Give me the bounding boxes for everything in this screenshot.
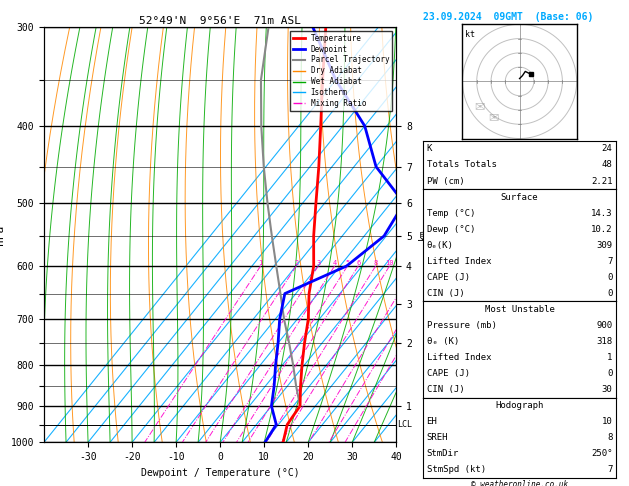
Text: θₑ (K): θₑ (K) <box>426 337 459 346</box>
Text: Lifted Index: Lifted Index <box>426 353 491 362</box>
Text: 24: 24 <box>602 144 613 154</box>
Text: 8: 8 <box>374 260 378 266</box>
Text: SREH: SREH <box>426 433 448 442</box>
Text: 23.09.2024  09GMT  (Base: 06): 23.09.2024 09GMT (Base: 06) <box>423 12 593 22</box>
Text: StmDir: StmDir <box>426 449 459 458</box>
Text: PW (cm): PW (cm) <box>426 176 464 186</box>
Text: CAPE (J): CAPE (J) <box>426 273 470 282</box>
Text: 318: 318 <box>596 337 613 346</box>
Text: Hodograph: Hodograph <box>496 401 543 410</box>
Text: Most Unstable: Most Unstable <box>484 305 555 314</box>
Text: kt: kt <box>465 30 476 39</box>
Text: 6: 6 <box>356 260 360 266</box>
Text: 4: 4 <box>333 260 337 266</box>
Text: Pressure (mb): Pressure (mb) <box>426 321 496 330</box>
Text: 2: 2 <box>294 260 298 266</box>
Text: CAPE (J): CAPE (J) <box>426 369 470 378</box>
Text: Dewp (°C): Dewp (°C) <box>426 225 475 234</box>
Text: 5: 5 <box>345 260 350 266</box>
Text: 0: 0 <box>607 273 613 282</box>
Text: 7: 7 <box>607 465 613 474</box>
Legend: Temperature, Dewpoint, Parcel Trajectory, Dry Adiabat, Wet Adiabat, Isotherm, Mi: Temperature, Dewpoint, Parcel Trajectory… <box>290 31 392 111</box>
Text: 7: 7 <box>607 257 613 266</box>
Text: 30: 30 <box>602 385 613 394</box>
Text: Totals Totals: Totals Totals <box>426 160 496 170</box>
Text: Temp (°C): Temp (°C) <box>426 208 475 218</box>
Text: LCL: LCL <box>398 420 413 429</box>
Text: 309: 309 <box>596 241 613 250</box>
Text: 1: 1 <box>607 353 613 362</box>
Text: EH: EH <box>426 417 437 426</box>
Text: $✉$: $✉$ <box>488 111 500 124</box>
Text: 10: 10 <box>386 260 394 266</box>
Text: 0: 0 <box>607 369 613 378</box>
Text: 8: 8 <box>607 433 613 442</box>
Text: 250°: 250° <box>591 449 613 458</box>
Y-axis label: km
ASL: km ASL <box>418 226 439 243</box>
Text: StmSpd (kt): StmSpd (kt) <box>426 465 486 474</box>
Text: 1: 1 <box>259 260 263 266</box>
Text: Surface: Surface <box>501 192 538 202</box>
Text: 10.2: 10.2 <box>591 225 613 234</box>
Text: 48: 48 <box>602 160 613 170</box>
Y-axis label: hPa: hPa <box>0 225 5 244</box>
Text: θₑ(K): θₑ(K) <box>426 241 454 250</box>
Text: Lifted Index: Lifted Index <box>426 257 491 266</box>
Text: 0: 0 <box>607 289 613 298</box>
Text: 3: 3 <box>316 260 320 266</box>
Text: 2.21: 2.21 <box>591 176 613 186</box>
Text: 14.3: 14.3 <box>591 208 613 218</box>
Text: 900: 900 <box>596 321 613 330</box>
Text: K: K <box>426 144 432 154</box>
Text: 10: 10 <box>602 417 613 426</box>
Text: $✉$: $✉$ <box>474 100 486 113</box>
Text: CIN (J): CIN (J) <box>426 289 464 298</box>
Text: CIN (J): CIN (J) <box>426 385 464 394</box>
Text: © weatheronline.co.uk: © weatheronline.co.uk <box>471 480 568 486</box>
Title: 52°49'N  9°56'E  71m ASL: 52°49'N 9°56'E 71m ASL <box>139 16 301 26</box>
X-axis label: Dewpoint / Temperature (°C): Dewpoint / Temperature (°C) <box>141 468 299 478</box>
